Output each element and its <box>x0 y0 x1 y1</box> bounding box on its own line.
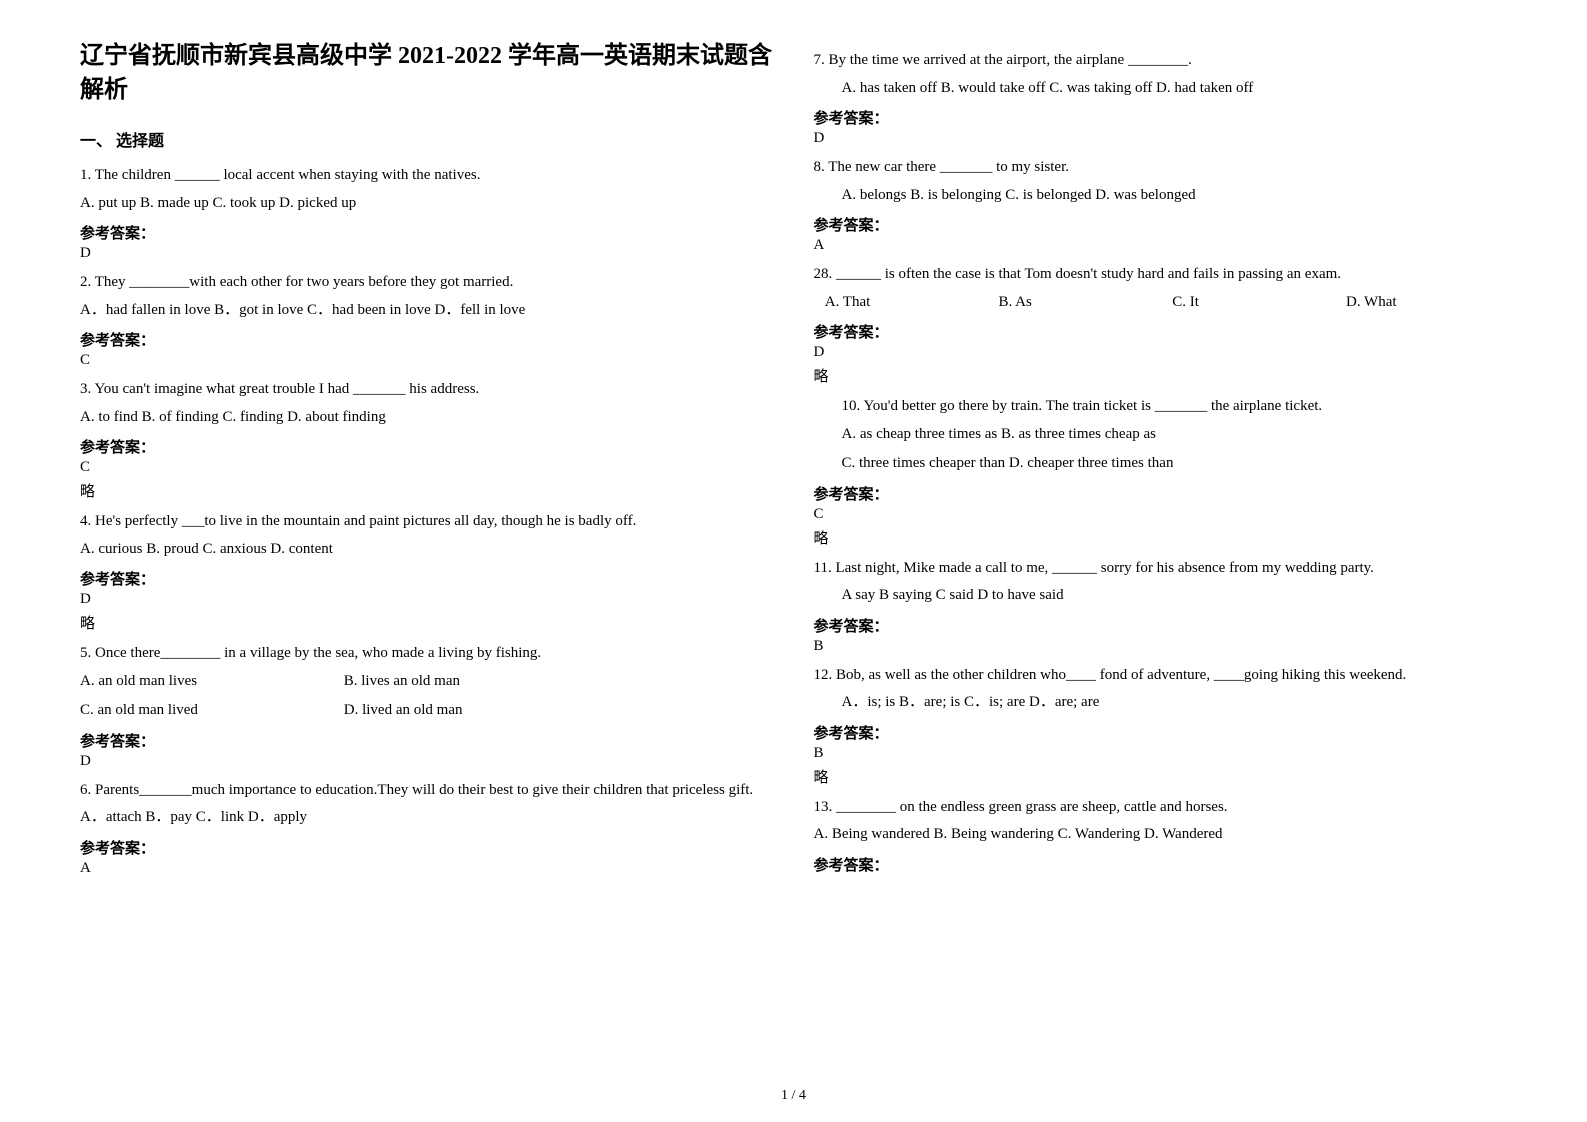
answer-label: 参考答案： <box>80 730 774 751</box>
q1-stem: 1. The children ______ local accent when… <box>80 163 774 189</box>
q8-options: A. belongs B. is belonging C. is belonge… <box>842 183 1508 209</box>
q4-options: A. curious B. proud C. anxious D. conten… <box>80 537 774 563</box>
q10-lue: 略 <box>814 527 1508 548</box>
q12-options: A．is; is B．are; is C．is; are D．are; are <box>842 690 1508 716</box>
q9-stem: 28. ______ is often the case is that Tom… <box>814 262 1508 288</box>
answer-label: 参考答案： <box>814 214 1508 235</box>
q2-answer: C <box>80 352 774 369</box>
q3-stem: 3. You can't imagine what great trouble … <box>80 377 774 403</box>
q5-answer: D <box>80 753 774 770</box>
answer-label: 参考答案： <box>80 222 774 243</box>
answer-label: 参考答案： <box>814 722 1508 743</box>
q5-optC: C. an old man lived <box>80 698 340 724</box>
q5-optB: B. lives an old man <box>344 669 460 695</box>
q9-optA: A. That <box>825 290 995 316</box>
q3-lue: 略 <box>80 480 774 501</box>
q4-stem: 4. He's perfectly ___to live in the moun… <box>80 509 774 535</box>
answer-label: 参考答案： <box>80 329 774 350</box>
answer-label: 参考答案： <box>814 854 1508 875</box>
q10-options-ab: A. as cheap three times as B. as three t… <box>842 422 1508 448</box>
q13-options: A. Being wandered B. Being wandering C. … <box>814 822 1508 848</box>
q6-stem: 6. Parents_______much importance to educ… <box>80 778 774 804</box>
q4-lue: 略 <box>80 612 774 633</box>
answer-label: 参考答案： <box>814 321 1508 342</box>
q9-lue: 略 <box>814 365 1508 386</box>
document-title: 辽宁省抚顺市新宾县高级中学 2021-2022 学年高一英语期末试题含解析 <box>80 40 774 107</box>
answer-label: 参考答案： <box>80 837 774 858</box>
q2-options: A．had fallen in love B．got in love C．had… <box>80 298 774 324</box>
answer-label: 参考答案： <box>814 107 1508 128</box>
page: 辽宁省抚顺市新宾县高级中学 2021-2022 学年高一英语期末试题含解析 一、… <box>0 0 1587 1122</box>
q10-options-cd: C. three times cheaper than D. cheaper t… <box>842 451 1508 477</box>
q9-answer: D <box>814 344 1508 361</box>
answer-label: 参考答案： <box>814 615 1508 636</box>
q4-answer: D <box>80 591 774 608</box>
q8-stem: 8. The new car there _______ to my siste… <box>814 155 1508 181</box>
q9-optB: B. As <box>999 290 1169 316</box>
q7-options: A. has taken off B. would take off C. wa… <box>842 76 1508 102</box>
page-footer: 1 / 4 <box>0 1088 1587 1104</box>
q12-lue: 略 <box>814 766 1508 787</box>
q5-options-row2: C. an old man lived D. lived an old man <box>80 698 774 724</box>
answer-label: 参考答案： <box>814 483 1508 504</box>
q5-optD: D. lived an old man <box>344 698 463 724</box>
q9-optC: C. It <box>1172 290 1342 316</box>
q6-options: A．attach B．pay C．link D．apply <box>80 805 774 831</box>
q9-optD: D. What <box>1346 290 1397 316</box>
q2-stem: 2. They ________with each other for two … <box>80 270 774 296</box>
q9-options: A. That B. As C. It D. What <box>814 290 1508 316</box>
q12-stem: 12. Bob, as well as the other children w… <box>814 663 1508 689</box>
section-heading: 一、 选择题 <box>80 127 774 151</box>
q10-stem: 10. You'd better go there by train. The … <box>842 394 1508 420</box>
q5-options-row1: A. an old man lives B. lives an old man <box>80 669 774 695</box>
q11-options: A say B saying C said D to have said <box>842 583 1508 609</box>
q10-answer: C <box>814 506 1508 523</box>
q13-stem: 13. ________ on the endless green grass … <box>814 795 1508 821</box>
right-column: 7. By the time we arrived at the airport… <box>794 40 1528 1102</box>
q12-answer: B <box>814 745 1508 762</box>
q1-options: A. put up B. made up C. took up D. picke… <box>80 191 774 217</box>
left-column: 辽宁省抚顺市新宾县高级中学 2021-2022 学年高一英语期末试题含解析 一、… <box>60 40 794 1102</box>
answer-label: 参考答案： <box>80 568 774 589</box>
q7-answer: D <box>814 130 1508 147</box>
q6-answer: A <box>80 860 774 877</box>
q5-optA: A. an old man lives <box>80 669 340 695</box>
q7-stem: 7. By the time we arrived at the airport… <box>814 48 1508 74</box>
q8-answer: A <box>814 237 1508 254</box>
q3-answer: C <box>80 459 774 476</box>
q11-answer: B <box>814 638 1508 655</box>
q3-options: A. to find B. of finding C. finding D. a… <box>80 405 774 431</box>
q11-stem: 11. Last night, Mike made a call to me, … <box>814 556 1508 582</box>
q5-stem: 5. Once there________ in a village by th… <box>80 641 774 667</box>
answer-label: 参考答案： <box>80 436 774 457</box>
q1-answer: D <box>80 245 774 262</box>
